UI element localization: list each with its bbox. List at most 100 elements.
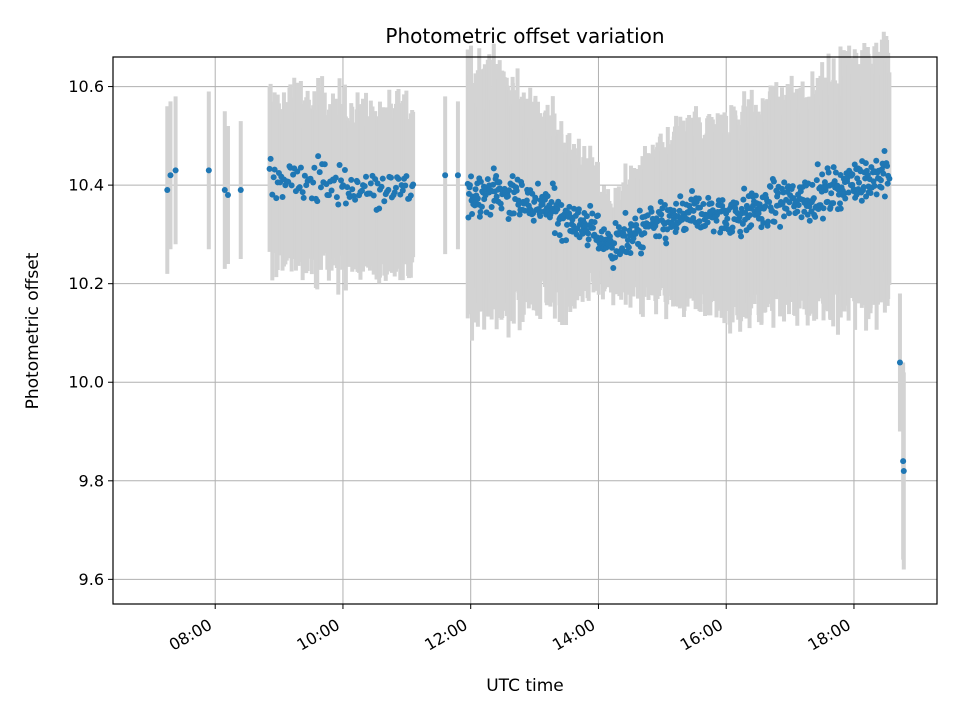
data-point: [472, 186, 479, 193]
data-point: [804, 211, 811, 218]
data-point: [695, 195, 702, 202]
data-point: [270, 174, 277, 181]
data-point: [325, 192, 332, 199]
data-point: [673, 200, 680, 207]
data-points: [164, 148, 907, 474]
data-point: [332, 174, 339, 181]
data-point: [316, 169, 323, 176]
data-point: [496, 179, 503, 186]
data-point: [740, 196, 747, 203]
data-point: [621, 232, 628, 239]
data-point: [812, 213, 819, 220]
data-point: [884, 180, 891, 187]
data-point: [842, 195, 849, 202]
data-point: [534, 180, 541, 187]
data-point: [837, 205, 844, 212]
data-point: [294, 168, 301, 175]
data-point: [221, 187, 228, 194]
data-point: [856, 179, 863, 186]
data-point: [466, 182, 473, 189]
data-point: [831, 178, 838, 185]
data-point: [624, 236, 631, 243]
data-point: [820, 205, 827, 212]
data-point: [878, 184, 885, 191]
data-point: [392, 184, 399, 191]
data-point: [476, 213, 483, 220]
data-point: [632, 215, 639, 222]
data-point: [300, 194, 307, 201]
data-point: [498, 205, 505, 212]
data-point: [819, 171, 826, 178]
data-point: [548, 199, 555, 206]
data-point: [537, 213, 544, 220]
data-point: [266, 165, 273, 172]
data-point: [713, 217, 720, 224]
data-point: [771, 218, 778, 225]
data-point: [880, 170, 887, 177]
data-point: [881, 193, 888, 200]
data-point: [615, 224, 622, 231]
data-point: [402, 182, 409, 189]
data-point: [575, 206, 582, 213]
data-point: [896, 359, 903, 366]
data-point: [288, 182, 295, 189]
data-point: [806, 217, 813, 224]
data-point: [487, 211, 494, 218]
data-point: [741, 185, 748, 192]
data-point: [358, 187, 365, 194]
data-point: [336, 161, 343, 168]
data-point: [836, 200, 843, 207]
data-point: [224, 191, 231, 198]
data-point: [662, 235, 669, 242]
data-point: [532, 196, 539, 203]
data-point: [737, 228, 744, 235]
data-point: [335, 201, 342, 208]
data-point: [795, 202, 802, 209]
data-point: [786, 210, 793, 217]
data-point: [626, 227, 633, 234]
data-point: [798, 214, 805, 221]
data-point: [516, 211, 523, 218]
data-point: [271, 166, 278, 173]
data-point: [301, 172, 308, 179]
data-point: [321, 161, 328, 168]
data-point: [809, 181, 816, 188]
data-point: [554, 206, 561, 213]
data-point: [314, 198, 321, 205]
data-point: [689, 188, 696, 195]
data-point: [860, 184, 867, 191]
data-point: [733, 200, 740, 207]
data-point: [849, 171, 856, 178]
data-point: [385, 186, 392, 193]
data-point: [468, 173, 475, 180]
data-point: [296, 184, 303, 191]
data-point: [328, 187, 335, 194]
data-point: [748, 222, 755, 229]
data-point: [594, 212, 601, 219]
data-point: [621, 226, 628, 233]
data-point: [767, 183, 774, 190]
data-point: [641, 230, 648, 237]
x-axis-label: UTC time: [486, 676, 564, 696]
data-point: [873, 191, 880, 198]
data-point: [648, 208, 655, 215]
data-point: [205, 167, 212, 174]
y-tick-label: 10.6: [68, 77, 104, 96]
data-point: [658, 211, 665, 218]
data-point: [644, 212, 651, 219]
data-point: [363, 173, 370, 180]
data-point: [564, 221, 571, 228]
data-point: [518, 182, 525, 189]
data-point: [454, 172, 461, 179]
data-point: [549, 180, 556, 187]
data-point: [845, 189, 852, 196]
data-point: [781, 179, 788, 186]
data-point: [587, 202, 594, 209]
data-point: [781, 213, 788, 220]
data-point: [591, 219, 598, 226]
data-point: [774, 190, 781, 197]
data-point: [810, 195, 817, 202]
data-point: [344, 184, 351, 191]
data-point: [523, 197, 530, 204]
data-point: [770, 178, 777, 185]
